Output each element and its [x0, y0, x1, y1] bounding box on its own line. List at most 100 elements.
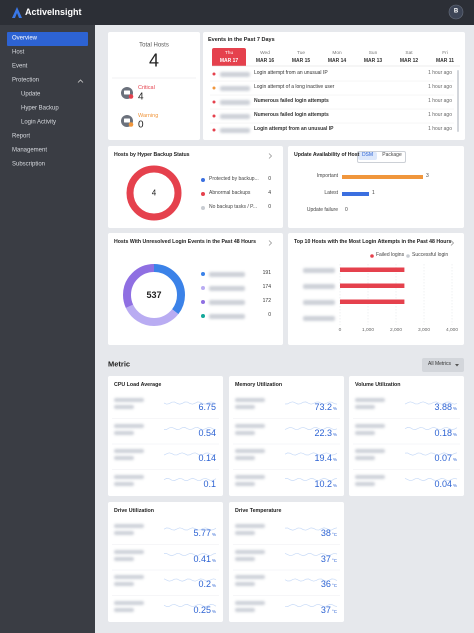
tab-weekday[interactable]: Mon: [332, 51, 342, 57]
menu-item[interactable]: Overview: [12, 35, 38, 42]
tab-date[interactable]: MAR 11: [435, 57, 455, 64]
blurred-text: [114, 423, 144, 428]
sparkline: [284, 552, 338, 557]
blurred-text: [235, 600, 265, 605]
tab-weekday[interactable]: Sun: [368, 51, 378, 57]
metric-title: Drive Utilization: [114, 507, 155, 514]
bar-value: 0: [345, 207, 348, 214]
blurred-text: [209, 313, 245, 319]
legend-value: 4: [268, 190, 271, 197]
menu-item[interactable]: Login Activity: [21, 119, 57, 126]
blurred-text: [235, 474, 265, 479]
event-dot: [212, 128, 216, 132]
value: 6.75: [198, 402, 216, 412]
sparkline: [163, 477, 217, 482]
menu-item[interactable]: Event: [12, 63, 28, 70]
menu-item[interactable]: Protection: [12, 77, 40, 84]
sparkline: [404, 401, 458, 405]
unit: %: [332, 482, 337, 488]
blurred-text: [209, 299, 245, 305]
menu-item[interactable]: Hyper Backup: [21, 105, 59, 112]
legend-dot: [201, 206, 205, 210]
tab-date[interactable]: MAR 16: [255, 57, 275, 64]
status-label: Warning: [138, 112, 159, 119]
filter-dropdown[interactable]: [422, 358, 464, 372]
metric-value: 19.4%: [314, 449, 337, 465]
blurred-text: [114, 556, 134, 561]
bar: [340, 299, 405, 304]
blurred-text: [220, 71, 250, 77]
tab-weekday[interactable]: Fri: [442, 51, 448, 57]
toggle-option[interactable]: DSM: [361, 152, 374, 159]
tab-date[interactable]: MAR 15: [291, 57, 311, 64]
chevron: [268, 240, 273, 246]
event-text[interactable]: Login attempt from an unusual IP: [254, 126, 334, 133]
x-tick-label: 1,000: [361, 328, 375, 334]
tab-date[interactable]: MAR 14: [327, 57, 347, 64]
blurred-text: [235, 398, 265, 402]
toggle-active[interactable]: [358, 152, 377, 160]
metric-value: 37°C: [321, 601, 337, 617]
event-text[interactable]: Login attempt of a long inactive user: [254, 84, 335, 91]
metric-value: 0.54: [198, 424, 216, 440]
donut-center: 4: [151, 188, 157, 198]
toggle-option[interactable]: Package: [382, 152, 402, 159]
active-tab[interactable]: [212, 48, 246, 66]
event-text[interactable]: Numerous failed login attempts: [254, 98, 329, 105]
sparkline: [404, 477, 458, 482]
x-tick-label: 2,000: [389, 328, 403, 334]
metric-value: 6.75: [198, 398, 216, 414]
blurred-text: [114, 449, 144, 453]
menu-item[interactable]: Host: [12, 49, 25, 56]
tab-weekday[interactable]: Wed: [260, 51, 270, 57]
blurred-text: [235, 423, 265, 428]
metric-value: 73.2%: [314, 398, 337, 414]
legend-dot: [201, 300, 205, 304]
event-text[interactable]: Numerous failed login attempts: [254, 112, 329, 119]
metric-title: Volume Utilization: [355, 381, 401, 388]
menu-item[interactable]: Update: [21, 91, 41, 98]
section-title: Metric: [108, 359, 131, 369]
metric-value: 0.04%: [434, 475, 457, 491]
tab-weekday[interactable]: Tue: [296, 51, 306, 57]
metric-value: 37°C: [321, 550, 337, 566]
total-value: 4: [148, 50, 160, 71]
blurred-text: [355, 449, 385, 453]
tab-date[interactable]: MAR 17: [219, 57, 239, 64]
avatar-letter: B: [453, 8, 459, 15]
tab-date[interactable]: MAR 12: [399, 57, 419, 64]
blurred-text: [114, 575, 144, 579]
event-text[interactable]: Login attempt from an unusual IP: [254, 70, 328, 77]
donut-segment: [123, 264, 185, 326]
status-icon-inner: [124, 90, 130, 95]
event-dot: [212, 100, 216, 104]
menu-item[interactable]: Subscription: [12, 161, 46, 168]
blurred-text: [303, 283, 335, 289]
top-bar: [0, 0, 474, 25]
card: [108, 233, 283, 345]
unit: %: [452, 406, 457, 411]
unit: °C: [331, 608, 337, 614]
value: 0.14: [198, 453, 216, 463]
sparkline: [163, 527, 217, 531]
unit: %: [211, 532, 216, 537]
sidebar: [0, 25, 95, 633]
chevron: [268, 153, 273, 159]
menu-item[interactable]: Management: [12, 147, 48, 154]
avatar: [448, 4, 464, 20]
value: 0.07: [434, 453, 452, 463]
status-badge: [128, 122, 134, 127]
blurred-text: [114, 481, 134, 486]
menu-item[interactable]: Report: [12, 133, 31, 140]
status-value: 4: [138, 91, 144, 103]
tab-weekday[interactable]: Sat: [405, 51, 413, 57]
donut-center: 537: [146, 289, 162, 300]
tab-date[interactable]: MAR 13: [363, 57, 383, 64]
blurred-text: [220, 99, 250, 105]
filter-label[interactable]: All Metrics: [428, 361, 452, 368]
metric-value: 0.18%: [434, 424, 457, 440]
tab-weekday[interactable]: Thu: [224, 51, 234, 57]
legend-label: Successful login: [412, 252, 449, 259]
